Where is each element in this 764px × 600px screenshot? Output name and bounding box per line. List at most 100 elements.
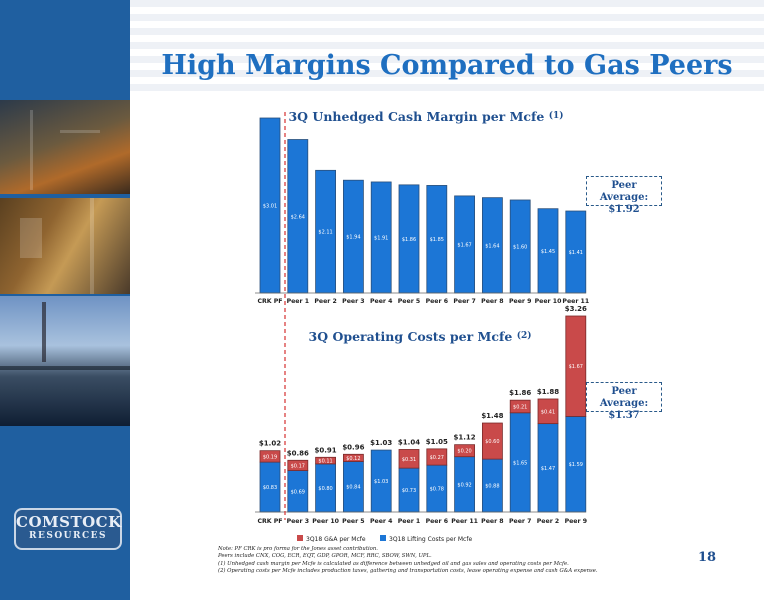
footnote-1: (1) Unhedged cash margin per Mcfe is cal…	[218, 560, 569, 567]
chart2-total-label: $1.12	[454, 434, 476, 442]
chart1-tick-label: Peer 7	[453, 298, 475, 305]
chart2-total-label: $1.02	[259, 440, 281, 448]
chart2-tick-label: Peer 7	[509, 518, 531, 525]
chart2-bar-ga-value: $0.41	[541, 409, 555, 415]
chart2-total-label: $1.05	[426, 438, 448, 446]
chart2-bar-ga	[509, 399, 531, 414]
chart2-bar-ga-value: $0.17	[291, 463, 305, 469]
peer-average-value-2: $1.37	[608, 410, 640, 421]
chart2-bar-lifting-value: $0.80	[318, 486, 332, 492]
chart2-bar-ga-value: $0.27	[430, 455, 444, 461]
page-number: 18	[698, 550, 717, 565]
chart2-bar-ga	[259, 450, 281, 463]
chart1-tick-label: Peer 10	[535, 298, 562, 305]
chart2-bar-ga-value: $0.20	[457, 449, 471, 455]
chart1-bar-value: $1.85	[430, 237, 444, 243]
chart1-bar-value: $2.11	[318, 230, 332, 236]
chart2-tick-label: Peer 10	[312, 518, 339, 525]
chart2-bar-ga	[481, 422, 503, 460]
chart2-tick-label: Peer 6	[426, 518, 448, 525]
chart1-bar-value: $1.45	[541, 249, 555, 255]
chart2-bar-ga-value: $0.60	[485, 439, 499, 445]
rig-workers-photo	[0, 198, 130, 294]
footnote-2: (2) Operating costs per Mcfe includes pr…	[218, 567, 598, 574]
chart2-total-label: $1.88	[537, 388, 559, 396]
legend-label-lifting: 3Q18 Lifting Costs per Mcfe	[389, 536, 472, 543]
chart2-bar-ga	[565, 315, 587, 417]
chart2-bar-ga	[315, 456, 337, 465]
chart1-tick-label: Peer 2	[314, 298, 336, 305]
chart2-bar-ga-value: $0.12	[346, 456, 360, 462]
chart2-bar-lifting-value: $0.78	[430, 487, 444, 493]
chart2-bar-ga	[537, 398, 559, 425]
chart2-total-label: $1.48	[481, 412, 503, 420]
chart2-bar-lifting-value: $1.59	[569, 462, 583, 468]
chart1-bar-value: $2.64	[291, 214, 305, 220]
chart2-tick-label: Peer 5	[342, 518, 364, 525]
header-stripes	[130, 0, 764, 96]
chart2-tick-label: Peer 11	[451, 518, 478, 525]
legend-swatch-lifting	[380, 535, 386, 541]
chart2-total-label: $1.86	[509, 389, 531, 397]
chart2-total-label: $0.86	[287, 449, 309, 457]
chart2-bar-ga-value: $0.31	[402, 457, 416, 463]
chart1-tick-label: Peer 5	[398, 298, 420, 305]
rig-lake-reflection-photo	[0, 296, 130, 426]
chart2-total-label: $1.03	[370, 439, 392, 447]
chart1-tick-label: Peer 9	[509, 298, 531, 305]
chart1-bar-value: $1.67	[457, 242, 471, 248]
chart1-bar-value: $1.41	[569, 250, 583, 256]
chart2-bar-lifting-value: $1.47	[541, 466, 555, 472]
chart1-tick-label: Peer 11	[562, 298, 589, 305]
chart2-title: 3Q Operating Costs per Mcfe (2)	[309, 329, 532, 344]
chart2-bar-lifting-value: $1.65	[513, 460, 527, 466]
chart1-tick-label: Peer 3	[342, 298, 364, 305]
chart1-tick-label: Peer 8	[481, 298, 503, 305]
chart2-tick-label: Peer 2	[537, 518, 559, 525]
footnote-note: Note: PF CRK is pro forma for the Jones …	[218, 546, 378, 552]
chart2-bar-lifting-value: $0.92	[457, 482, 471, 488]
chart2-bar-lifting-value: $0.83	[263, 485, 277, 491]
legend-swatch-ga	[297, 535, 303, 541]
chart2-bar-ga	[287, 459, 309, 471]
chart1-bar-value: $1.64	[485, 243, 499, 249]
chart2-bar-lifting-value: $0.88	[485, 484, 499, 490]
chart2-bar-ga-value: $1.67	[569, 364, 583, 370]
peer-average-box-1: Peer Average: $1.92	[586, 176, 662, 215]
chart2-bar-lifting-value: $0.73	[402, 488, 416, 494]
chart1-tick-label: CRK PF	[257, 298, 282, 305]
logo-line1: COMSTOCK	[16, 513, 122, 531]
legend-label-ga: 3Q18 G&A per Mcfe	[306, 536, 366, 543]
chart1-bar-value: $1.91	[374, 235, 388, 241]
chart2-bar-ga-value: $0.21	[513, 404, 527, 410]
chart2-tick-label: CRK PF	[257, 518, 282, 525]
peer-average-label-1: Peer Average:	[599, 180, 649, 203]
chart2-total-label: $3.26	[565, 305, 587, 313]
peer-average-value-1: $1.92	[608, 204, 640, 215]
chart1-title-superscript: (1)	[549, 110, 564, 121]
chart2-tick-label: Peer 8	[481, 518, 503, 525]
chart1-title: 3Q Unhedged Cash Margin per Mcfe (1)	[288, 109, 563, 124]
chart1-tick-label: Peer 4	[370, 298, 393, 305]
chart2-bar-ga	[342, 453, 364, 462]
chart2-bar-lifting-value: $1.03	[374, 479, 388, 485]
footnote-peers: Peers include CNX, COG, ECR, EQT, GDP, G…	[218, 553, 432, 560]
chart2-tick-label: Peer 9	[565, 518, 587, 525]
chart2-tick-label: Peer 4	[370, 518, 393, 525]
peer-average-box-2: Peer Average: $1.37	[586, 382, 662, 421]
chart1-bar-value: $1.86	[402, 237, 416, 243]
chart2-bar-lifting-value: $0.69	[291, 489, 305, 495]
chart2-total-label: $0.96	[342, 443, 364, 451]
company-logo: COMSTOCK RESOURCES	[14, 508, 122, 550]
chart2-bar-ga-value: $0.11	[318, 459, 332, 465]
chart2-total-label: $0.91	[315, 446, 337, 454]
chart2-title-superscript: (2)	[517, 330, 532, 341]
peer-average-label-2: Peer Average:	[599, 386, 649, 409]
chart2-bar-ga	[398, 449, 420, 469]
logo-line2: RESOURCES	[28, 531, 108, 541]
slide-title: High Margins Compared to Gas Peers	[161, 50, 733, 81]
chart2-bar-ga-value: $0.19	[263, 454, 277, 460]
chart1-bar-value: $1.94	[346, 235, 360, 241]
chart1-bar-value: $3.01	[263, 204, 277, 210]
